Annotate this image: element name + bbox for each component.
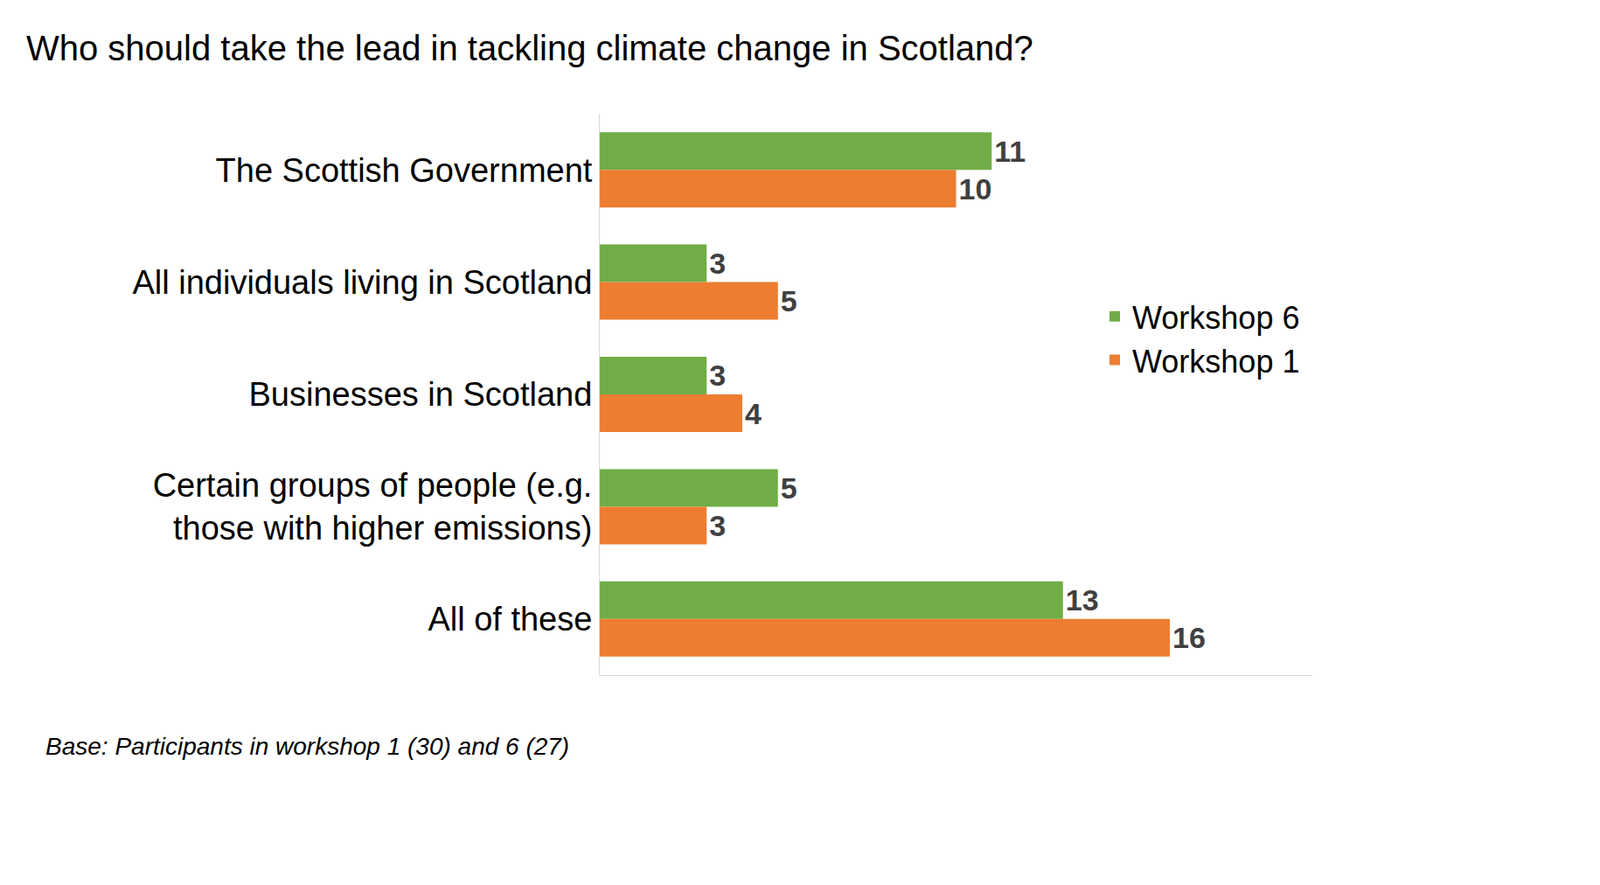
svg-text:The Scottish Government: The Scottish Government — [215, 152, 593, 189]
svg-text:Certain groups of people (e.g.: Certain groups of people (e.g.those with… — [153, 466, 593, 547]
svg-text:Workshop 1: Workshop 1 — [1132, 343, 1300, 380]
svg-text:10: 10 — [959, 172, 993, 206]
svg-text:3: 3 — [709, 508, 726, 543]
svg-text:5: 5 — [780, 284, 798, 318]
svg-text:All individuals living in Scot: All individuals living in Scotland — [132, 264, 592, 301]
svg-text:Workshop 6: Workshop 6 — [1132, 299, 1300, 336]
svg-text:Businesses in Scotland: Businesses in Scotland — [248, 375, 592, 413]
svg-text:3: 3 — [709, 358, 726, 392]
svg-text:4: 4 — [744, 396, 762, 431]
svg-text:5: 5 — [780, 471, 798, 505]
svg-text:3: 3 — [709, 246, 726, 280]
svg-text:13: 13 — [1065, 583, 1100, 617]
svg-text:11: 11 — [994, 134, 1026, 168]
svg-text:Who should take the lead in ta: Who should take the lead in tackling cli… — [26, 28, 1034, 68]
svg-text:All of these: All of these — [427, 600, 592, 638]
svg-text:16: 16 — [1172, 620, 1206, 654]
svg-text:Base: Participants in workshop: Base: Participants in workshop 1 (30) an… — [45, 732, 570, 760]
